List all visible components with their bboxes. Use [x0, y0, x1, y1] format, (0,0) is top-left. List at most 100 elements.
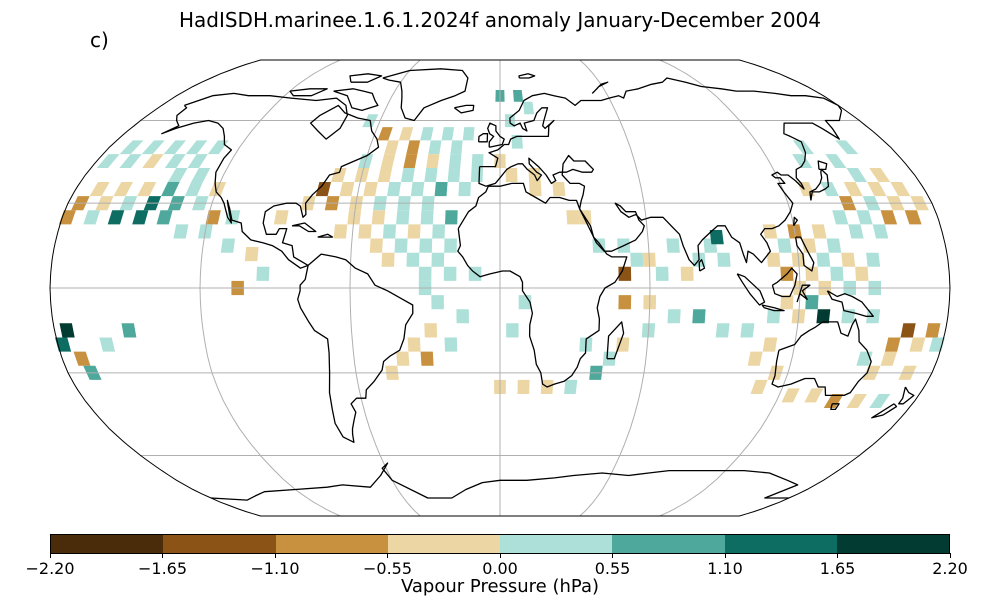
anomaly-cell [161, 182, 180, 197]
colorbar-tick-mark [499, 553, 501, 558]
anomaly-cell [566, 210, 580, 225]
anomaly-cell [167, 168, 188, 182]
anomaly-cell [762, 224, 778, 239]
anomaly-cell [121, 323, 137, 338]
anomaly-cell [380, 154, 396, 168]
anomaly-cell [381, 252, 395, 267]
anomaly-cell [552, 182, 566, 197]
anomaly-cell [925, 323, 941, 338]
colorbar-segment [500, 535, 613, 553]
map-border [49, 59, 951, 517]
anomaly-cell [825, 154, 847, 168]
coastlines [161, 68, 915, 501]
anomaly-cell [333, 224, 348, 239]
coastline [794, 236, 815, 272]
anomaly-cell [431, 252, 445, 267]
anomaly-cell [904, 210, 922, 225]
anomaly-cell [83, 210, 101, 225]
anomaly-cell [872, 224, 889, 239]
anomaly-cell [843, 182, 863, 197]
anomaly-cell [846, 394, 867, 408]
coastline [898, 386, 915, 405]
colorbar-tick-mark [162, 553, 163, 558]
anomaly-cell [273, 210, 289, 225]
anomaly-cell [841, 252, 856, 267]
anomaly-cell [384, 140, 399, 155]
anomaly-cell [869, 168, 891, 182]
anomaly-cell [141, 140, 165, 155]
anomaly-cell [185, 140, 208, 155]
anomaly-cell [692, 309, 706, 324]
anomaly-cell [382, 224, 397, 239]
anomaly-cell [107, 210, 125, 225]
anomaly-cell [424, 168, 438, 182]
anomaly-cell [505, 168, 518, 182]
anomaly-cell [766, 252, 781, 267]
panel-label: c) [90, 28, 109, 52]
anomaly-cell [396, 210, 410, 225]
anomaly-cell [777, 238, 792, 253]
colorbar-tick-mark [949, 553, 951, 558]
anomaly-cell [377, 127, 393, 141]
anomaly-cell [387, 182, 401, 197]
coastline [817, 160, 828, 171]
anomaly-cell [369, 238, 383, 253]
coastline [478, 77, 843, 267]
colorbar-tick-mark [387, 553, 388, 558]
anomaly-cell [406, 252, 420, 267]
anomaly-cell [403, 154, 418, 168]
anomaly-cell [666, 238, 680, 253]
anomaly-cell [434, 182, 448, 197]
anomaly-cell [431, 295, 444, 310]
anomaly-cell [447, 168, 461, 182]
colorbar-segment [275, 535, 388, 553]
colorbar-tick-mark [837, 553, 838, 558]
coastline [487, 122, 505, 148]
anomaly-cell [450, 140, 463, 155]
colorbar-tick-label: 2.20 [932, 559, 968, 578]
anomaly-cell [137, 182, 157, 197]
colorbar-tick-label: −2.20 [25, 559, 75, 578]
coastline [761, 304, 785, 312]
colorbar-tick-label: 0.55 [594, 559, 631, 578]
anomaly-cell [846, 168, 867, 182]
anomaly-cell [456, 309, 469, 324]
anomaly-cell [424, 323, 438, 338]
anomaly-cell [513, 90, 524, 102]
anomaly-cell [717, 252, 731, 267]
anomaly-cell [339, 182, 355, 197]
anomaly-cell [444, 238, 457, 253]
colorbar-label: Vapour Pressure (hPa) [400, 576, 600, 597]
anomaly-cell [119, 154, 142, 168]
anomaly-cell [880, 351, 898, 366]
anomaly-cell [89, 182, 110, 197]
anomaly-cell [816, 309, 831, 324]
anomaly-cell [458, 182, 471, 197]
coastline [591, 81, 609, 94]
colorbar-tick-label: 0.00 [482, 559, 518, 578]
coastline [317, 233, 334, 238]
anomaly-cell [517, 379, 530, 394]
anomaly-cell [410, 182, 425, 197]
anomaly-cell [444, 337, 458, 352]
colorbar-segment [163, 535, 276, 553]
coastline [792, 216, 798, 227]
colorbar-tick-label: 1.10 [707, 559, 743, 578]
anomaly-cell [816, 252, 831, 267]
coastline [349, 73, 383, 83]
coastline [809, 168, 830, 201]
anomaly-cell [163, 140, 186, 155]
anomaly-cell [99, 337, 116, 352]
anomaly-cell [811, 224, 827, 239]
anomaly-cell [680, 266, 694, 281]
anomaly-cell [432, 224, 445, 239]
anomaly-cell [523, 101, 535, 115]
colorbar-tick-mark [49, 553, 51, 558]
anomaly-cell [832, 210, 849, 225]
anomaly-cell [256, 266, 270, 281]
colorbar-tick-mark [274, 553, 276, 558]
anomaly-cell [618, 295, 632, 310]
coastline [454, 104, 475, 114]
anomaly-cell [655, 266, 669, 281]
anomaly-cell [762, 337, 778, 352]
